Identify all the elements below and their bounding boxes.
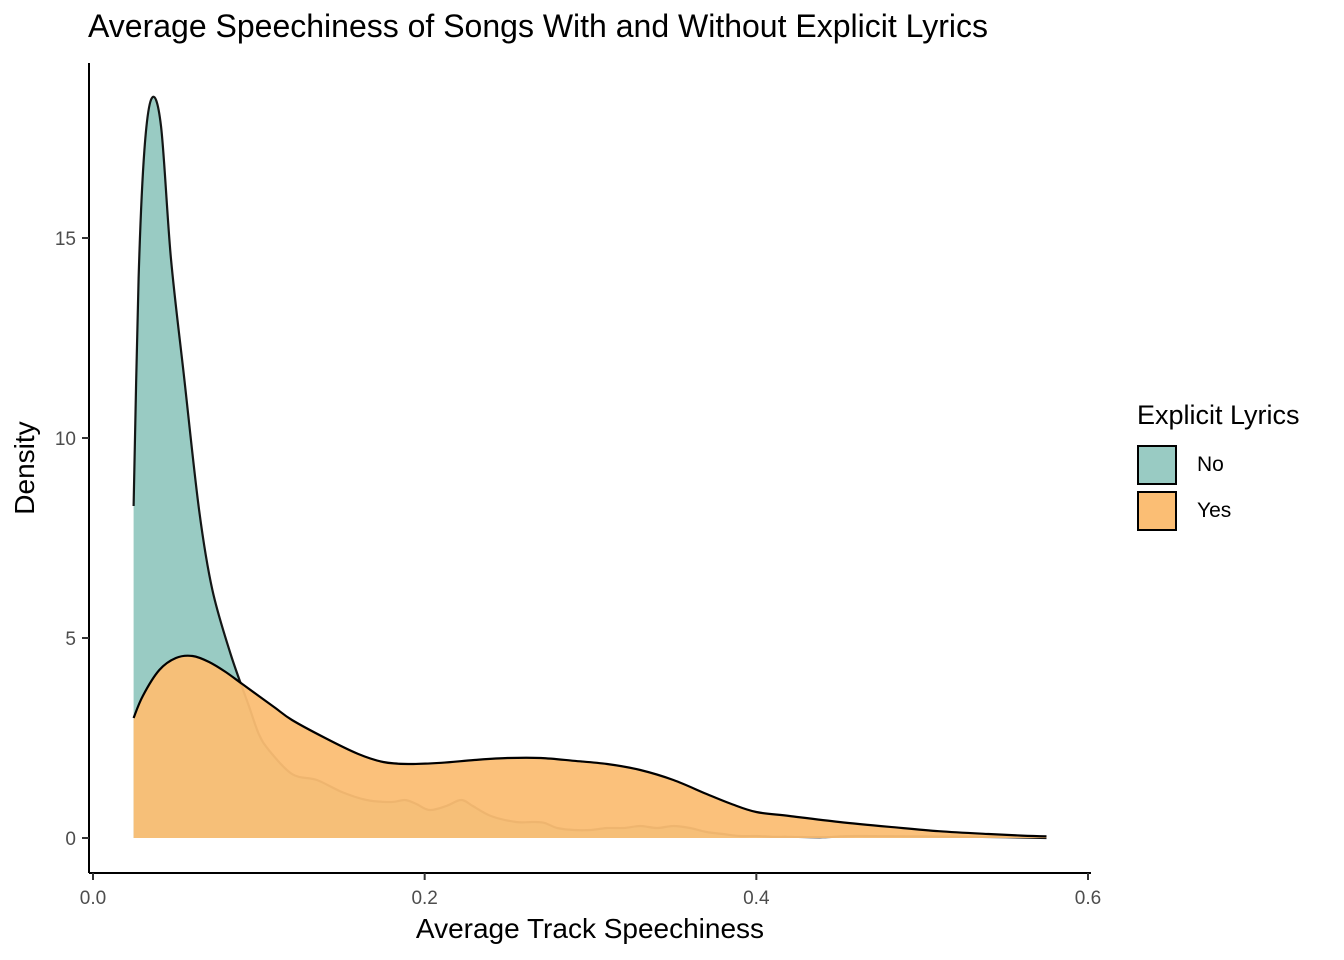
- y-tick-label: 10: [55, 429, 76, 450]
- axes: [88, 63, 1091, 874]
- chart-title: Average Speechiness of Songs With and Wi…: [88, 8, 988, 44]
- density-area-yes: [133, 655, 1047, 838]
- legend: Explicit Lyrics No Yes: [1137, 400, 1300, 531]
- density-area-yes-outline: [132, 654, 1047, 838]
- legend-label-yes: Yes: [1197, 499, 1232, 522]
- tick-marks: 0.0 0.2 0.4 0.6 0 5 10 15: [55, 229, 1101, 909]
- legend-label-no: No: [1197, 453, 1224, 476]
- legend-key-no: [1137, 445, 1177, 485]
- legend-key-yes: [1137, 491, 1177, 531]
- x-axis-label: Average Track Speechiness: [415, 913, 765, 944]
- y-tick-label: 0: [65, 829, 76, 850]
- legend-title: Explicit Lyrics: [1137, 400, 1300, 430]
- x-tick-label: 0.0: [80, 888, 106, 909]
- density-areas: [132, 95, 1047, 840]
- y-tick-label: 5: [65, 629, 76, 650]
- x-tick-label: 0.2: [411, 888, 437, 909]
- x-tick-label: 0.6: [1075, 888, 1101, 909]
- y-tick-label: 15: [55, 229, 76, 250]
- x-tick-label: 0.4: [743, 888, 770, 909]
- y-axis-label: Density: [9, 421, 40, 515]
